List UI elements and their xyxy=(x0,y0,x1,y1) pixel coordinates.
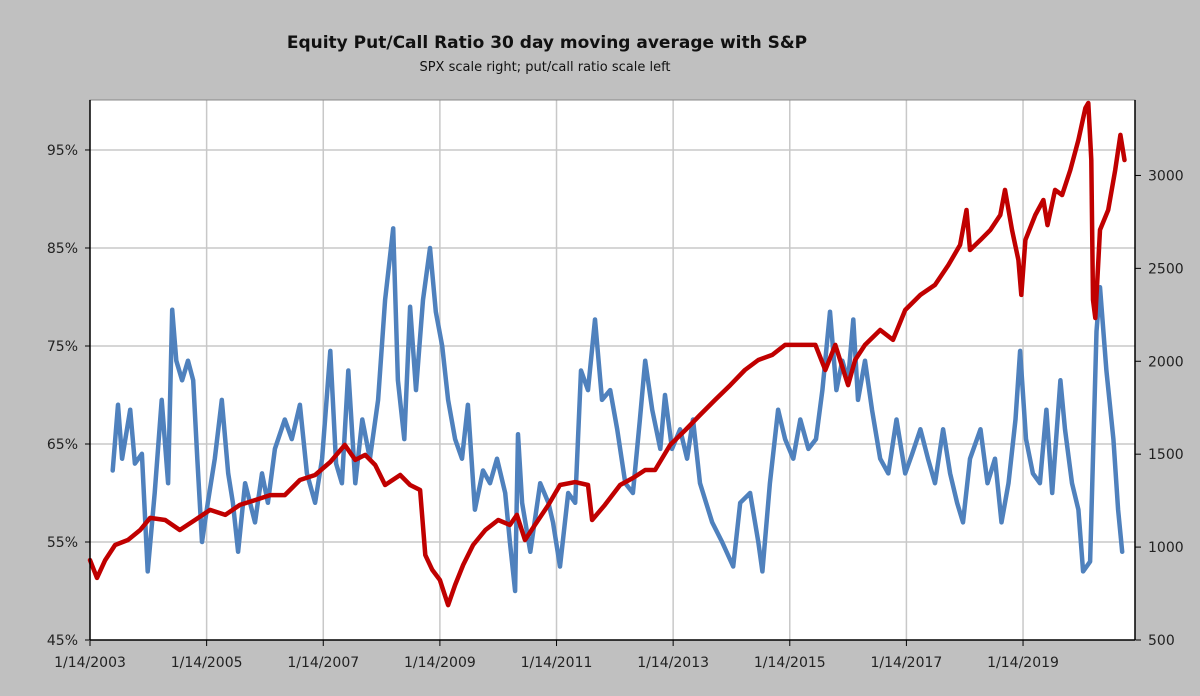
x-axis-tick-label: 1/14/2015 xyxy=(754,655,826,671)
x-axis-tick-label: 1/14/2003 xyxy=(54,655,126,671)
x-axis-tick-label: 1/14/2009 xyxy=(404,655,476,671)
left-axis-tick-label: 85% xyxy=(47,241,78,257)
right-axis-tick-label: 2000 xyxy=(1148,354,1184,370)
left-axis-tick-label: 45% xyxy=(47,633,78,649)
right-axis-tick-label: 500 xyxy=(1148,633,1175,649)
right-axis-tick-label: 1500 xyxy=(1148,447,1184,463)
right-axis-tick-label: 3000 xyxy=(1148,168,1184,184)
right-axis-tick-label: 2500 xyxy=(1148,261,1184,277)
x-axis-tick-label: 1/14/2017 xyxy=(871,655,943,671)
left-axis-tick-label: 75% xyxy=(47,339,78,355)
x-axis-tick-label: 1/14/2007 xyxy=(287,655,359,671)
x-axis-tick-label: 1/14/2011 xyxy=(521,655,593,671)
right-axis-tick-label: 1000 xyxy=(1148,540,1184,556)
chart-subtitle: SPX scale right; put/call ratio scale le… xyxy=(419,60,670,75)
series-lines xyxy=(87,100,1127,608)
put-call-ratio-line xyxy=(110,226,1125,594)
x-axis-tick-label: 1/14/2005 xyxy=(171,655,243,671)
chart-title: Equity Put/Call Ratio 30 day moving aver… xyxy=(287,33,807,53)
x-axis-tick-label: 1/14/2013 xyxy=(637,655,709,671)
axes: 45% 55% 65% 75% 85% 95% 500 1000 1500 2000 2500 300… xyxy=(47,99,1184,671)
left-axis-tick-label: 55% xyxy=(47,535,78,551)
x-axis-tick-label: 1/14/2019 xyxy=(987,655,1059,671)
plot-area xyxy=(90,100,1135,640)
left-axis-tick-label: 65% xyxy=(47,437,78,453)
left-axis-tick-label: 95% xyxy=(47,143,78,159)
spx-line xyxy=(87,100,1127,608)
